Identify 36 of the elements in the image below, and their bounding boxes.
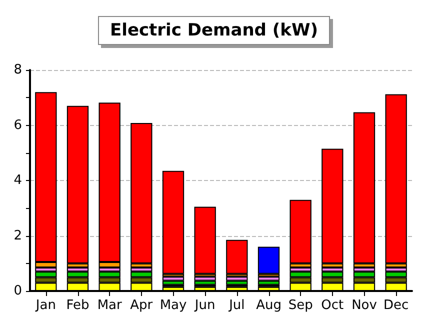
x-tick-label: Mar xyxy=(97,298,122,313)
x-tick-label: Sep xyxy=(288,298,313,313)
bar xyxy=(162,170,184,274)
y-tick-label: 8 xyxy=(14,62,22,78)
y-tick-label: 6 xyxy=(14,118,22,133)
bar xyxy=(130,123,152,264)
bar xyxy=(194,276,216,281)
x-tick-label: Nov xyxy=(352,298,378,313)
x-tick-label: Apr xyxy=(130,298,154,313)
x-tick-label: Aug xyxy=(256,298,282,313)
bar xyxy=(226,276,248,281)
x-tick-label: Oct xyxy=(321,298,344,313)
bar xyxy=(258,246,280,274)
bar xyxy=(226,240,248,274)
x-tick-label: Dec xyxy=(384,298,409,313)
bar xyxy=(162,276,184,281)
y-tick-label: 2 xyxy=(14,228,22,244)
bar xyxy=(353,112,376,264)
bar xyxy=(226,280,248,285)
x-tick-label: Jan xyxy=(34,298,56,313)
bar xyxy=(66,106,89,264)
bar xyxy=(385,94,407,264)
bar xyxy=(258,280,280,285)
bar xyxy=(258,276,280,281)
bar xyxy=(194,280,216,285)
bar xyxy=(290,200,312,264)
bar xyxy=(162,280,184,285)
x-tick-label: May xyxy=(160,298,187,313)
bar xyxy=(322,148,344,264)
y-tick-label: 0 xyxy=(14,284,22,298)
x-tick-label: Jul xyxy=(228,298,245,313)
x-tick-label: Jun xyxy=(194,298,216,313)
y-tick-label: 4 xyxy=(14,173,22,188)
chart-title: Electric Demand (kW) xyxy=(110,20,318,40)
bar xyxy=(194,206,216,274)
x-tick-label: Feb xyxy=(66,298,90,313)
